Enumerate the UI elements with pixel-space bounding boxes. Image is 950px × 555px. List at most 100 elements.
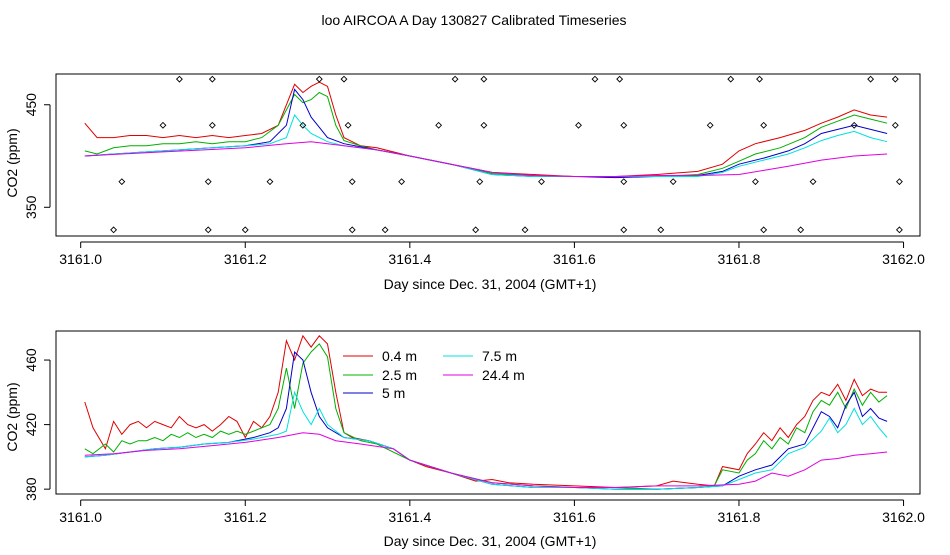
bottom-plot-series bbox=[84, 334, 888, 490]
top-calibration-marker bbox=[895, 226, 903, 234]
top-calibration-marker bbox=[348, 226, 356, 234]
legend-label: 0.4 m bbox=[382, 348, 417, 364]
bottom-y-tick-label: 380 bbox=[23, 477, 39, 501]
top-series-line-2-5m bbox=[84, 91, 888, 177]
top-calibration-marker bbox=[669, 178, 677, 186]
top-calibration-marker bbox=[706, 121, 714, 129]
bottom-series-line-2-5m bbox=[84, 343, 888, 490]
top-calibration-marker bbox=[727, 75, 735, 83]
top-calibration-marker bbox=[591, 75, 599, 83]
top-calibration-marker bbox=[435, 121, 443, 129]
bottom-x-tick-label: 3161.8 bbox=[718, 509, 761, 525]
top-calibration-marker bbox=[480, 75, 488, 83]
bottom-x-tick-label: 3162.0 bbox=[882, 509, 925, 525]
legend-label: 2.5 m bbox=[382, 367, 417, 383]
bottom-y-axis-label: CO2 (ppm) bbox=[4, 382, 20, 451]
top-calibration-marker bbox=[208, 75, 216, 83]
top-calibration-marker bbox=[867, 75, 875, 83]
top-y-axis: 350 450 bbox=[23, 93, 51, 219]
bottom-x-axis-label: Day since Dec. 31, 2004 (GMT+1) bbox=[384, 533, 597, 549]
top-calibration-marker bbox=[809, 178, 817, 186]
legend-item-0-4m: 0.4 m bbox=[343, 348, 417, 364]
top-calibration-marker bbox=[797, 226, 805, 234]
top-x-tick-label: 3161.6 bbox=[553, 251, 596, 267]
top-x-axis: 3161.0 3161.2 3161.4 3161.6 3161.8 3162.0 bbox=[59, 241, 925, 267]
top-calibration-marker bbox=[344, 121, 352, 129]
top-calibration-marker bbox=[299, 121, 307, 129]
bottom-x-tick-label: 3161.4 bbox=[388, 509, 431, 525]
bottom-panel: 3161.0 3161.2 3161.4 3161.6 3161.8 3162.0 380… bbox=[4, 330, 925, 549]
top-calibration-marker bbox=[208, 121, 216, 129]
top-calibration-marker bbox=[348, 178, 356, 186]
top-calibration-marker bbox=[472, 226, 480, 234]
top-x-tick-label: 3161.0 bbox=[59, 251, 102, 267]
bottom-y-tick-label: 460 bbox=[23, 348, 39, 372]
top-calibration-marker bbox=[381, 226, 389, 234]
bottom-x-tick-label: 3161.0 bbox=[59, 509, 102, 525]
legend-item-2-5m: 2.5 m bbox=[343, 367, 417, 383]
top-calibration-marker bbox=[895, 178, 903, 186]
legend-item-7-5m: 7.5 m bbox=[443, 348, 517, 364]
top-series-line-5m bbox=[84, 88, 888, 179]
top-calibration-marker bbox=[760, 121, 768, 129]
top-calibration-marker bbox=[620, 226, 628, 234]
top-plot-frame bbox=[55, 73, 921, 237]
legend-item-24-4m: 24.4 m bbox=[443, 367, 525, 383]
legend-label: 5 m bbox=[382, 385, 405, 401]
legend-item-5m: 5 m bbox=[343, 385, 405, 401]
top-series-line-0-4m bbox=[84, 81, 888, 177]
bottom-x-tick-label: 3161.2 bbox=[224, 509, 267, 525]
top-calibration-marker bbox=[521, 226, 529, 234]
top-x-axis-label: Day since Dec. 31, 2004 (GMT+1) bbox=[384, 276, 597, 292]
top-calibration-marker bbox=[266, 178, 274, 186]
top-calibration-marker bbox=[756, 75, 763, 83]
top-plot-series bbox=[84, 81, 888, 179]
top-calibration-marker bbox=[159, 121, 167, 129]
top-calibration-marker bbox=[204, 226, 212, 234]
legend-label: 24.4 m bbox=[482, 367, 525, 383]
top-calibration-marker bbox=[451, 75, 459, 83]
top-calibration-marker bbox=[891, 75, 899, 83]
legend-label: 7.5 m bbox=[482, 348, 517, 364]
top-calibration-marker bbox=[340, 75, 348, 83]
top-calibration-marker bbox=[850, 121, 858, 129]
top-calibration-marker bbox=[175, 75, 183, 83]
top-calibration-marker bbox=[620, 178, 628, 186]
bottom-series-line-24-4m bbox=[84, 432, 888, 488]
top-calibration-marker bbox=[751, 178, 759, 186]
top-calibration-marker bbox=[760, 226, 768, 234]
top-x-tick-label: 3161.8 bbox=[718, 251, 761, 267]
top-calibration-marker bbox=[891, 121, 899, 129]
top-x-tick-label: 3161.2 bbox=[224, 251, 267, 267]
bottom-y-axis: 380 420 460 bbox=[23, 348, 51, 501]
top-calibration-marker bbox=[241, 226, 249, 234]
top-calibration-marker bbox=[204, 178, 212, 186]
top-calibration-marker bbox=[575, 121, 582, 129]
top-calibration-marker bbox=[118, 178, 126, 186]
top-calibration-marker bbox=[110, 226, 118, 234]
top-calibration-marker bbox=[538, 178, 545, 186]
bottom-plot-frame bbox=[55, 330, 921, 495]
top-y-tick-label: 450 bbox=[23, 93, 39, 117]
top-calibration-marker bbox=[398, 178, 406, 186]
top-y-tick-label: 350 bbox=[23, 195, 39, 219]
top-series-line-24-4m bbox=[84, 141, 888, 177]
top-x-tick-label: 3161.4 bbox=[388, 251, 431, 267]
bottom-series-line-7-5m bbox=[84, 390, 888, 490]
legend: 0.4 m 2.5 m 5 m 7.5 m 24.4 m bbox=[343, 348, 525, 401]
top-calibration-marker bbox=[476, 178, 484, 186]
top-panel: 3161.0 3161.2 3161.4 3161.6 3161.8 3162.0 350… bbox=[4, 73, 925, 292]
top-x-tick-label: 3162.0 bbox=[882, 251, 925, 267]
top-calibration-marker bbox=[620, 121, 628, 129]
top-calibration-marker bbox=[657, 226, 665, 234]
bottom-x-axis: 3161.0 3161.2 3161.4 3161.6 3161.8 3162.0 bbox=[59, 499, 925, 525]
bottom-y-tick-label: 420 bbox=[23, 413, 39, 437]
top-calibration-marker bbox=[315, 75, 323, 83]
top-y-axis-label: CO2 (ppm) bbox=[4, 128, 20, 197]
bottom-x-tick-label: 3161.6 bbox=[553, 509, 596, 525]
top-plot-markers bbox=[110, 75, 903, 234]
top-calibration-marker bbox=[480, 121, 488, 129]
chart-title: loo AIRCOA A Day 130827 Calibrated Times… bbox=[321, 12, 626, 28]
top-calibration-marker bbox=[616, 75, 624, 83]
